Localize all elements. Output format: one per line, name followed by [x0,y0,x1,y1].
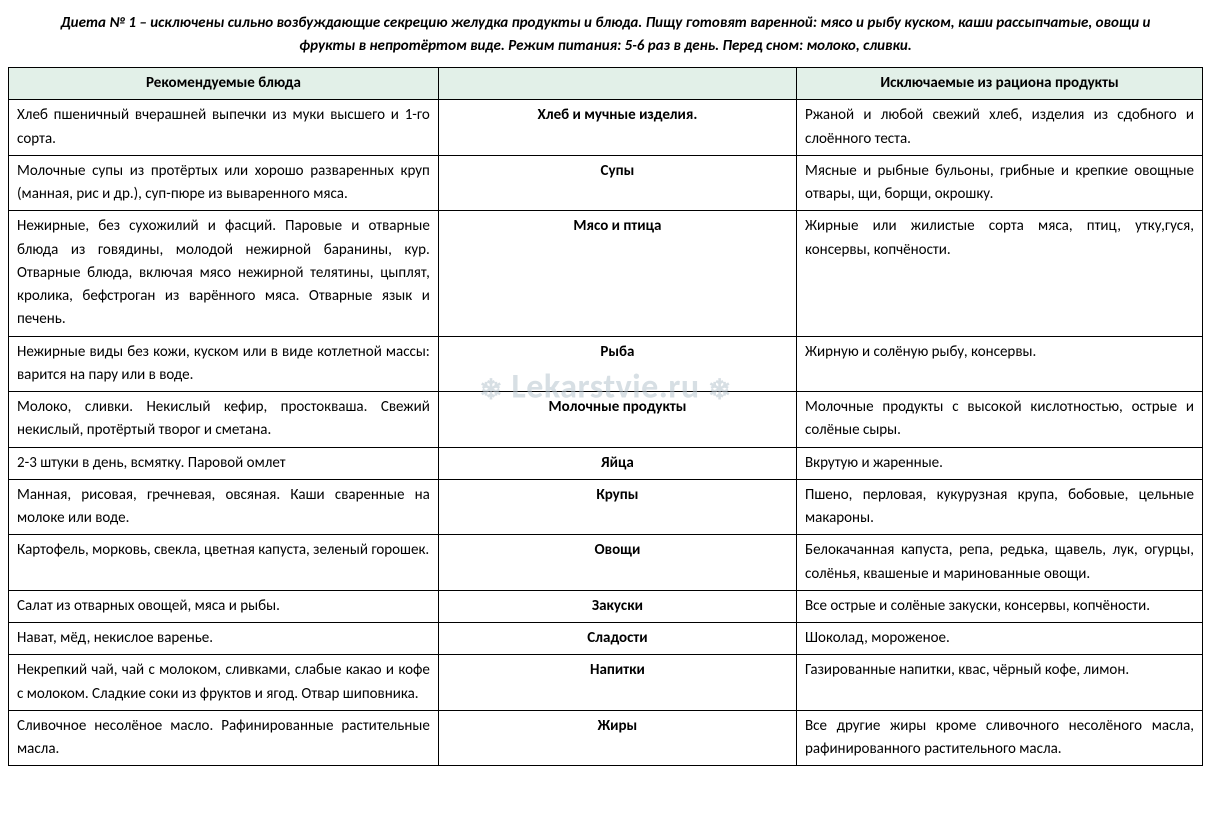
cell-recommended: Нават, мёд, некислое варенье. [9,623,439,655]
cell-recommended: Хлеб пшеничный вчерашней выпечки из муки… [9,100,439,156]
cell-excluded: Жирные или жилистые сорта мяса, птиц, ут… [797,211,1203,336]
cell-recommended: Нежирные, без сухожилий и фасций. Паровы… [9,211,439,336]
cell-recommended: Манная, рисовая, гречневая, овсяная. Каш… [9,479,439,535]
table-row: Хлеб пшеничный вчерашней выпечки из муки… [9,100,1203,156]
cell-category: Овощи [438,535,796,591]
cell-category: Жиры [438,710,796,766]
table-row: 2-3 штуки в день, всмятку. Паровой омлет… [9,447,1203,479]
cell-category: Закуски [438,590,796,622]
table-row: Молочные супы из протёртых или хорошо ра… [9,155,1203,211]
cell-category: Крупы [438,479,796,535]
table-row: Нежирные виды без кожи, куском или в вид… [9,336,1203,392]
table-row: Некрепкий чай, чай с молоком, сливками, … [9,655,1203,711]
cell-recommended: Молочные супы из протёртых или хорошо ра… [9,155,439,211]
cell-recommended: Нежирные виды без кожи, куском или в вид… [9,336,439,392]
table-row: Манная, рисовая, гречневая, овсяная. Каш… [9,479,1203,535]
table-row: Молоко, сливки. Некислый кефир, простокв… [9,392,1203,448]
cell-excluded: Мясные и рыбные бульоны, грибные и крепк… [797,155,1203,211]
cell-excluded: Ржаной и любой свежий хлеб, изделия из с… [797,100,1203,156]
cell-excluded: Шоколад, мороженое. [797,623,1203,655]
cell-recommended: Некрепкий чай, чай с молоком, сливками, … [9,655,439,711]
cell-category: Мясо и птица [438,211,796,336]
cell-recommended: Сливочное несолёное масло. Рафинированны… [9,710,439,766]
cell-excluded: Все острые и солёные закуски, консервы, … [797,590,1203,622]
cell-category: Напитки [438,655,796,711]
table-row: Картофель, морковь, свекла, цветная капу… [9,535,1203,591]
table-row: Салат из отварных овощей, мяса и рыбы.За… [9,590,1203,622]
cell-excluded: Жирную и солёную рыбу, консервы. [797,336,1203,392]
cell-category: Хлеб и мучные изделия. [438,100,796,156]
diet-table: Рекомендуемые блюда Исключаемые из рацио… [8,67,1203,766]
cell-recommended: Молоко, сливки. Некислый кефир, простокв… [9,392,439,448]
document-title: Диета № 1 – исключены сильно возбуждающи… [8,8,1203,67]
cell-excluded: Молочные продукты с высокой кислотностью… [797,392,1203,448]
col-category [438,68,796,100]
col-excluded: Исключаемые из рациона продукты [797,68,1203,100]
cell-category: Сладости [438,623,796,655]
cell-category: Рыба [438,336,796,392]
cell-excluded: Газированные напитки, квас, чёрный кофе,… [797,655,1203,711]
cell-excluded: Пшено, перловая, кукурузная крупа, бобов… [797,479,1203,535]
cell-recommended: 2-3 штуки в день, всмятку. Паровой омлет [9,447,439,479]
cell-excluded: Вкрутую и жаренные. [797,447,1203,479]
cell-recommended: Картофель, морковь, свекла, цветная капу… [9,535,439,591]
table-row: Нават, мёд, некислое варенье.СладостиШок… [9,623,1203,655]
col-recommended: Рекомендуемые блюда [9,68,439,100]
cell-category: Супы [438,155,796,211]
table-row: Нежирные, без сухожилий и фасций. Паровы… [9,211,1203,336]
table-header-row: Рекомендуемые блюда Исключаемые из рацио… [9,68,1203,100]
cell-excluded: Все другие жиры кроме сливочного несолён… [797,710,1203,766]
cell-recommended: Салат из отварных овощей, мяса и рыбы. [9,590,439,622]
cell-category: Молочные продукты [438,392,796,448]
table-row: Сливочное несолёное масло. Рафинированны… [9,710,1203,766]
cell-excluded: Белокачанная капуста, репа, редька, щаве… [797,535,1203,591]
cell-category: Яйца [438,447,796,479]
